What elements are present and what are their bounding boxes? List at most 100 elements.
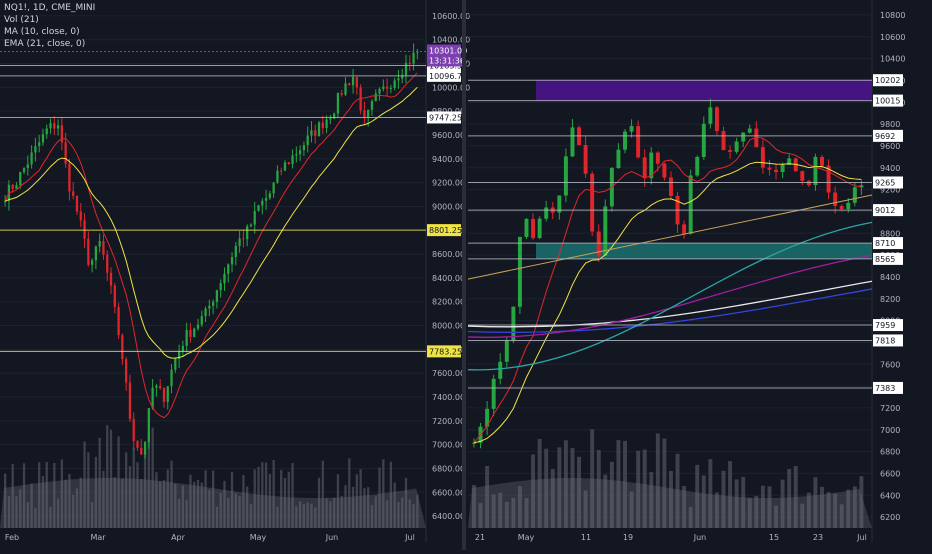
level-label-box (873, 204, 903, 217)
time-axis-label: 23 (813, 533, 823, 542)
candle-body (11, 184, 14, 189)
candle-body (780, 164, 785, 173)
volume-bar (669, 470, 673, 528)
candle-body (642, 157, 647, 179)
volume-bar (629, 491, 634, 528)
price-tick-label: 9600 (880, 142, 900, 151)
volume-bar (550, 468, 555, 528)
indicator-ma[interactable]: MA (10, close, 0) (4, 27, 80, 37)
candle-body (649, 152, 654, 179)
volume-bar (53, 462, 56, 528)
candle-body (820, 156, 824, 166)
volume-bar (272, 460, 275, 528)
price-zone (536, 243, 872, 259)
candle-body (359, 87, 362, 111)
volume-bar (393, 482, 396, 528)
ema-line (4, 86, 418, 359)
candle-body (298, 150, 302, 155)
volume-bar (7, 496, 11, 528)
candle-body (196, 324, 200, 329)
candle-body (83, 220, 86, 239)
level-label-box (873, 334, 903, 347)
volume-bar (128, 466, 132, 528)
candle-body (64, 142, 67, 164)
candle-body (151, 387, 154, 409)
price-tick-label: 8200.00 (432, 298, 465, 307)
volume-ma-area (0, 478, 426, 528)
volume-bar (800, 503, 805, 528)
level-label-box (873, 252, 903, 265)
volume-bar (806, 492, 811, 528)
candle-body (283, 162, 287, 171)
volume-bar (109, 429, 113, 528)
volume-bar (826, 492, 831, 528)
volume-bar (820, 486, 824, 528)
indicator-volume[interactable]: Vol (21) (4, 15, 39, 25)
volume-bar (416, 494, 419, 528)
volume-bar (344, 485, 347, 528)
candle-body (162, 388, 166, 402)
candle-body (397, 78, 400, 81)
volume-bar (603, 474, 608, 528)
volume-bar (155, 472, 158, 528)
candle-body (389, 87, 393, 89)
time-axis-label: Jun (325, 533, 339, 542)
candle-body (45, 128, 48, 135)
volume-bar (378, 467, 381, 528)
last-price-label: 10301.00 (429, 47, 467, 56)
price-tick-label: 9400.00 (432, 155, 465, 164)
volume-bar (583, 490, 588, 528)
candle-body (140, 447, 143, 455)
volume-bar (249, 504, 253, 528)
candle-body (302, 145, 306, 151)
volume-bar (351, 486, 355, 528)
volume-bar (295, 506, 298, 528)
volume-bar (675, 453, 680, 528)
volume-bar (780, 479, 785, 528)
candle-body (174, 358, 177, 370)
volume-bar (234, 493, 237, 528)
volume-bar (219, 493, 222, 528)
volume-bar (404, 477, 408, 528)
volume-bar (544, 448, 549, 528)
candle-body (246, 226, 249, 240)
volume-bar (90, 501, 94, 528)
volume-bar (87, 452, 90, 528)
volume-bar (34, 507, 37, 528)
volume-bar (504, 501, 509, 528)
candle-body (75, 195, 79, 212)
candle-body (629, 126, 634, 132)
candle-body (688, 175, 693, 234)
candle-body (287, 162, 290, 165)
volume-bar (94, 456, 98, 528)
candle-body (314, 130, 317, 137)
candle-body (846, 202, 851, 210)
volume-bar (321, 460, 324, 528)
volume-bar (642, 449, 647, 528)
symbol-label[interactable]: NQ1!, 1D, CME_MINI (4, 3, 96, 13)
candle-body (60, 125, 63, 143)
candle-body (125, 359, 128, 383)
candle-body (348, 83, 351, 86)
volume-bar (19, 489, 22, 528)
candle-body (557, 195, 562, 213)
volume-bar (204, 470, 207, 528)
time-axis-label: Feb (5, 533, 19, 542)
time-axis-label: 19 (623, 533, 633, 542)
price-tick-label: 7200.00 (432, 417, 465, 426)
time-axis-label: Jul (856, 533, 867, 542)
price-tick-label: 8600.00 (432, 250, 465, 259)
time-axis-label: Apr (171, 533, 186, 542)
price-tick-label: 10600.00 (432, 12, 470, 21)
candle-body (826, 165, 831, 193)
candle-body (472, 442, 476, 444)
candle-body (87, 238, 90, 265)
candle-body (511, 306, 516, 341)
volume-bar (276, 506, 279, 528)
volume-bar (734, 479, 739, 528)
indicator-ema[interactable]: EMA (21, close, 0) (4, 39, 86, 49)
level-label: 8565 (875, 255, 895, 264)
volume-bar (223, 480, 226, 528)
candle-body (728, 150, 733, 152)
